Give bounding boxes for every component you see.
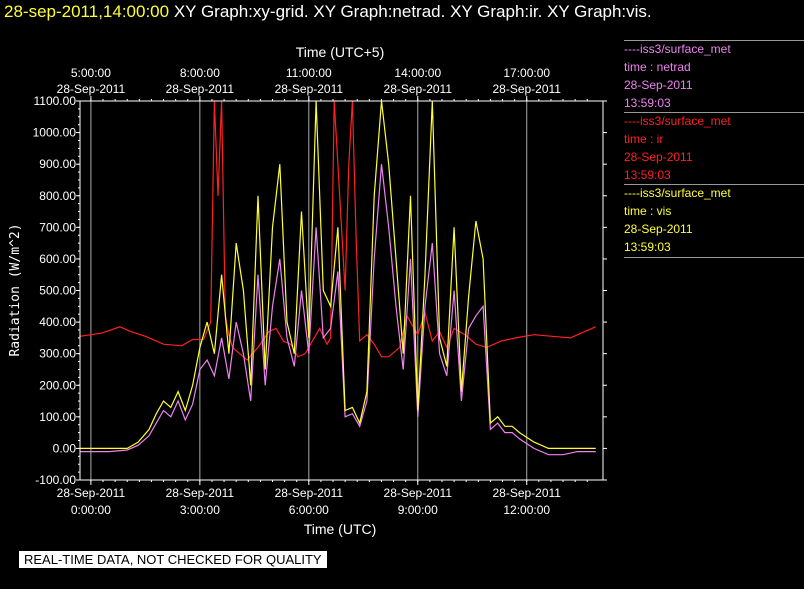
x-tick-label: 28-Sep-2011 xyxy=(275,486,344,500)
graph-titles: XY Graph:xy-grid. XY Graph:netrad. XY Gr… xyxy=(173,2,652,21)
legend-separator xyxy=(624,184,804,185)
y-tick-label: -100.00 xyxy=(35,473,76,487)
x-tick-label: 9:00:00 xyxy=(398,503,438,517)
legend-date: 28-Sep-2011 xyxy=(624,78,693,92)
y-tick-label: 200.00 xyxy=(39,378,76,392)
y-tick-label: 1100.00 xyxy=(34,94,77,108)
legend-time: 13:59:03 xyxy=(624,240,671,254)
legend-entry-netrad: ----iss3/surface_met time : netrad 28-Se… xyxy=(624,40,804,112)
y-tick-label: 500.00 xyxy=(39,284,76,298)
x2-tick-label: 5:00:00 xyxy=(71,66,111,80)
x2-tick-label: 17:00:00 xyxy=(503,66,550,80)
x2-tick-label: 11:00:00 xyxy=(286,66,332,80)
legend-time: 13:59:03 xyxy=(624,168,671,182)
x2-tick-label: 28-Sep-2011 xyxy=(166,82,235,96)
x2-tick-label: 28-Sep-2011 xyxy=(492,82,561,96)
y-tick-label: 800.00 xyxy=(39,189,76,203)
legend-separator xyxy=(624,257,804,258)
x-tick-label: 28-Sep-2011 xyxy=(384,486,453,500)
y-tick-label: 600.00 xyxy=(39,252,76,266)
legend-entry-ir: ----iss3/surface_met time : ir 28-Sep-20… xyxy=(624,112,804,184)
x2-tick-label: 28-Sep-2011 xyxy=(275,82,344,96)
grid xyxy=(90,101,528,480)
legend-separator xyxy=(624,40,804,41)
x-tick-label: 28-Sep-2011 xyxy=(166,486,235,500)
quality-notice: REAL-TIME DATA, NOT CHECKED FOR QUALITY xyxy=(19,551,327,568)
series-line-netrad xyxy=(80,164,596,456)
y-tick-label: 0.00 xyxy=(53,441,77,455)
y-tick-label: 300.00 xyxy=(39,347,76,361)
y-axis-label: Radiation (W/m^2) xyxy=(8,223,23,356)
timestamp: 28-sep-2011,14:00:00 xyxy=(4,2,170,21)
x-tick-label: 12:00:00 xyxy=(503,503,550,517)
y-tick-label: 700.00 xyxy=(39,220,76,234)
y-tick-label: 400.00 xyxy=(39,315,76,329)
series-line-vis xyxy=(80,100,596,449)
x-tick-label: 28-Sep-2011 xyxy=(492,486,561,500)
x-tick-label: 0:00:00 xyxy=(71,503,111,517)
top-axis-label: Time (UTC+5) xyxy=(296,44,385,60)
legend-date: 28-Sep-2011 xyxy=(624,222,693,236)
x-tick-label: 3:00:00 xyxy=(180,503,220,517)
x2-tick-label: 8:00:00 xyxy=(180,66,220,80)
x2-tick-label: 28-Sep-2011 xyxy=(384,82,453,96)
legend-date: 28-Sep-2011 xyxy=(624,150,693,164)
x-tick-label: 28-Sep-2011 xyxy=(57,486,126,500)
legend-source: ----iss3/surface_met xyxy=(624,114,731,128)
legend-time: 13:59:03 xyxy=(624,96,671,110)
legend-source: ----iss3/surface_met xyxy=(624,42,731,56)
legend-variable: time : netrad xyxy=(624,60,691,74)
series-line-ir xyxy=(79,100,596,361)
x2-tick-label: 14:00:00 xyxy=(394,66,441,80)
plot-frame xyxy=(79,100,604,481)
y-tick-label: 1000.00 xyxy=(33,126,77,140)
legend-separator xyxy=(624,112,804,113)
legend-source: ----iss3/surface_met xyxy=(624,186,731,200)
legend-entry-vis: ----iss3/surface_met time : vis 28-Sep-2… xyxy=(624,184,804,258)
axes: -100.00 0.00 100.00 200.00 300.00 400.00 500.0… xyxy=(33,66,607,517)
x-axis-label: Time (UTC) xyxy=(304,521,377,537)
legend-variable: time : ir xyxy=(624,132,664,146)
legend-variable: time : vis xyxy=(624,204,672,218)
series-layer xyxy=(79,100,596,456)
y-tick-label: 100.00 xyxy=(39,410,76,424)
chart-header: 28-sep-2011,14:00:00 XY Graph:xy-grid. X… xyxy=(4,2,652,22)
x2-tick-label: 28-Sep-2011 xyxy=(57,82,126,96)
y-tick-label: 900.00 xyxy=(39,157,76,171)
x-tick-label: 6:00:00 xyxy=(289,503,329,517)
